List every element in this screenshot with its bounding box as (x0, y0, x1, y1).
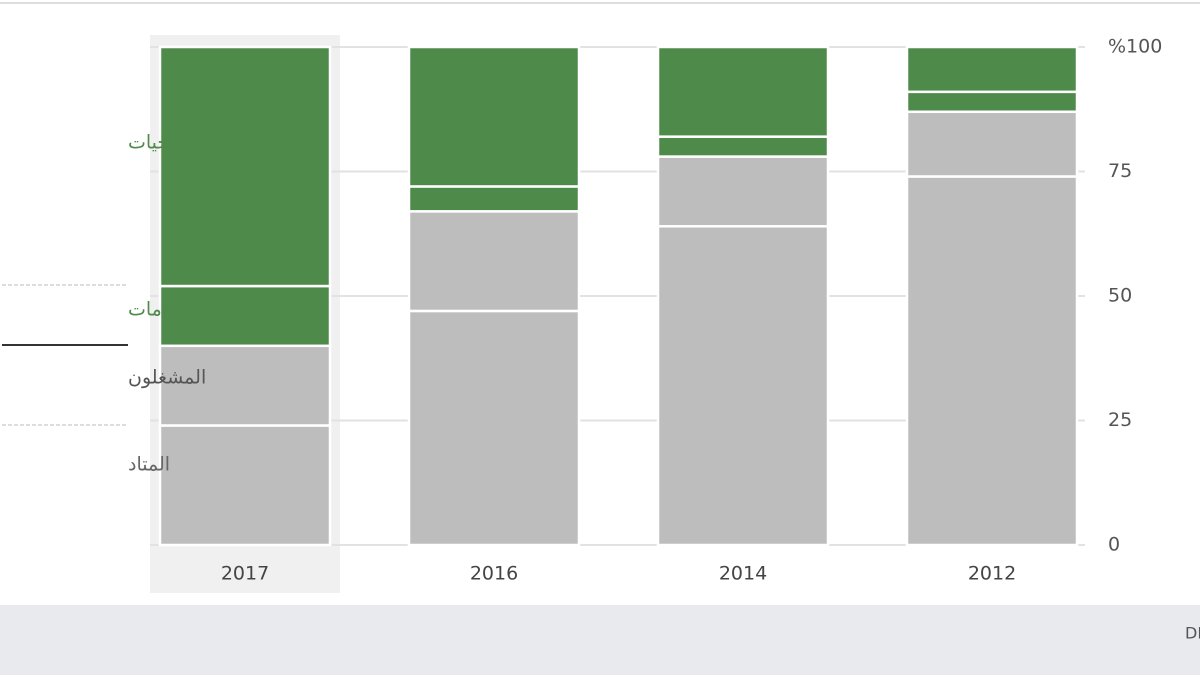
y-tick-label: 0 (1108, 534, 1120, 556)
x-tick-label: 2016 (470, 563, 518, 585)
bar-segment (407, 309, 581, 547)
bar-segment (905, 175, 1079, 547)
bar-segment (158, 424, 332, 547)
bar-segment (656, 45, 830, 138)
y-tick-label: %100 (1108, 36, 1162, 58)
y-tick-label: 25 (1108, 409, 1132, 431)
x-tick-label: 2012 (968, 563, 1016, 585)
bar-segment (656, 225, 830, 547)
bar-segment (407, 45, 581, 188)
footer-band (0, 605, 1200, 675)
bar-segment (656, 135, 830, 158)
y-tick-label: 75 (1108, 160, 1132, 182)
bar-segment (407, 210, 581, 313)
bar-segment (656, 155, 830, 228)
bar-segment (905, 45, 1079, 94)
bar-segment (158, 344, 332, 427)
legend-label: البرمجيات (128, 132, 207, 154)
bar-segment (407, 185, 581, 213)
x-tick-label: 2017 (221, 563, 269, 585)
source-note: المصدر: DRONEII.COM (1185, 624, 1200, 644)
bar-segment (158, 45, 332, 288)
x-tick-label: 2014 (719, 563, 767, 585)
legend-label: المتاد (128, 454, 170, 476)
legend-label: الخدمات (128, 299, 195, 321)
legend-label: المشغلون (128, 367, 206, 389)
bar-segment (905, 110, 1079, 178)
y-tick-label: 50 (1108, 285, 1132, 307)
bar-segment (905, 90, 1079, 113)
